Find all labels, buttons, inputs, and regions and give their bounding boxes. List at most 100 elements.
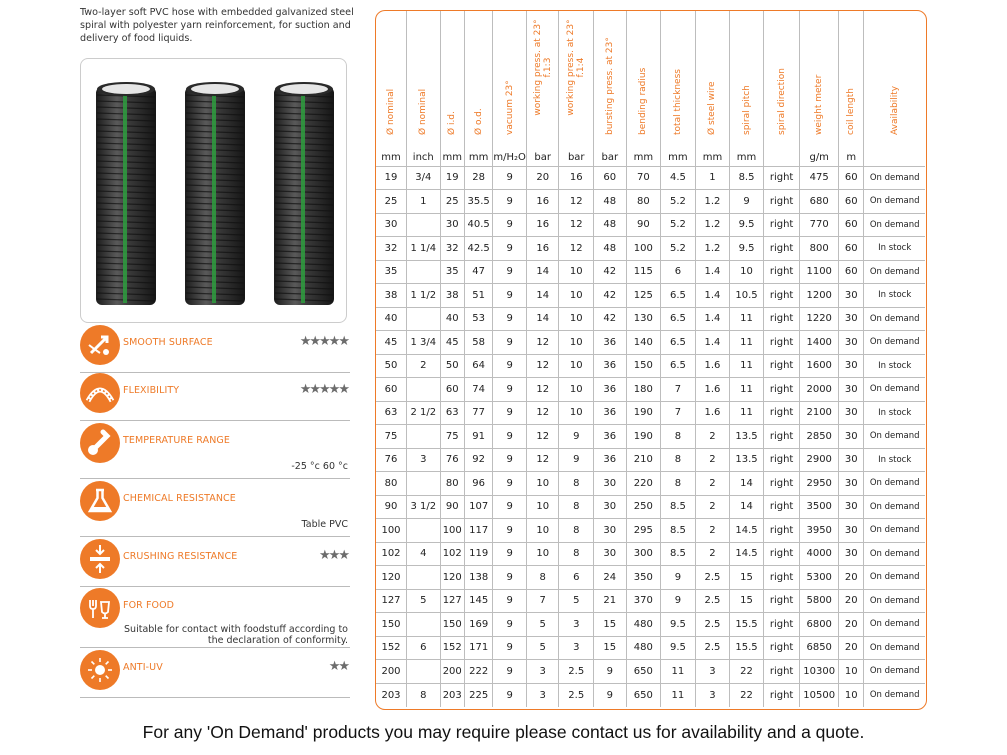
table-cell: 15 [729, 588, 764, 613]
table-cell: 9 [660, 565, 696, 590]
table-cell: right [762, 612, 801, 637]
table-cell: 1200 [799, 283, 840, 308]
table-cell: right [762, 471, 801, 496]
table-cell: 30 [838, 447, 865, 472]
table-cell: 14 [525, 306, 560, 331]
table-cell: On demand [863, 494, 925, 519]
table-cell: 11 [660, 682, 696, 707]
table-cell: right [762, 236, 801, 261]
table-cell: 770 [799, 212, 840, 237]
table-cell: 36 [593, 353, 627, 378]
table-cell: 10 [525, 471, 560, 496]
table-row: 30 30 40.5 9 16 12 48 90 5.2 1.2 9.5 right 770 60 On d… [376, 212, 925, 237]
table-cell: 1.6 [694, 377, 731, 402]
table-cell: 16 [525, 212, 560, 237]
unit-header: mm [694, 149, 731, 167]
feature-smooth-surface: SMOOTH SURFACE ★★★★★ [80, 323, 350, 373]
table-cell: 36 [593, 424, 627, 449]
table-cell: 9 [492, 659, 527, 684]
table-cell: 9.5 [660, 612, 696, 637]
table-cell [406, 565, 441, 590]
column-header-label: vacuum 23° [504, 80, 515, 135]
star-rating: ★★★ [319, 548, 350, 563]
table-cell: 30 [838, 424, 865, 449]
table-row: 32 1 1/4 32 42.5 9 16 12 48 100 5.2 1.2 9.5 right 800… [376, 236, 925, 261]
table-cell: 9.5 [660, 635, 696, 660]
unit-header: mm [439, 149, 465, 167]
table-cell: 3 [694, 659, 731, 684]
table-cell: 90 [439, 494, 465, 519]
table-cell: 6800 [799, 612, 840, 637]
table-cell: 10 [558, 377, 595, 402]
table-cell: 2.5 [558, 682, 595, 707]
table-cell: 1 1/4 [406, 236, 441, 261]
table-cell: 150 [439, 612, 465, 637]
table-cell: 7 [660, 400, 696, 425]
table-cell: 203 [439, 682, 465, 707]
table-cell: 5 [558, 588, 595, 613]
table-cell: 14 [525, 259, 560, 284]
column-header-label: working press. at 23° f.1:4 [566, 19, 587, 116]
table-row: 19 3/4 19 28 9 20 16 60 70 4.5 1 8.5 right 475 60 On de… [376, 165, 925, 190]
column-header: bending radius [625, 11, 662, 149]
unit-header: bar [558, 149, 595, 167]
table-cell: 480 [625, 612, 662, 637]
table-cell: 7 [525, 588, 560, 613]
table-cell: 76 [439, 447, 465, 472]
column-header: Ø steel wire [694, 11, 731, 149]
column-header-label: Ø nominal [386, 88, 396, 135]
table-cell: 6.5 [660, 330, 696, 355]
hose-image [274, 81, 334, 309]
table-cell: 60 [838, 189, 865, 214]
column-header: working press. at 23° f.1:4 [558, 11, 595, 149]
table-cell: 9 [492, 259, 527, 284]
table-cell: 8 [525, 565, 560, 590]
table-cell: 6.5 [660, 306, 696, 331]
table-cell: 115 [625, 259, 662, 284]
table-cell: 38 [439, 283, 465, 308]
table-cell: 9 [492, 306, 527, 331]
table-cell: 10500 [799, 682, 840, 707]
table-row: 75 75 91 9 12 9 36 190 8 2 13.5 right 2850 30 On deman… [376, 424, 925, 449]
table-cell: 138 [463, 565, 494, 590]
feature-anti-uv: ANTI-UV ★★ [80, 648, 350, 698]
table-cell: 9 [492, 283, 527, 308]
table-cell: 12 [525, 424, 560, 449]
table-cell: 40 [439, 306, 465, 331]
table-cell: 8.5 [660, 518, 696, 543]
table-cell: 130 [625, 306, 662, 331]
column-header-label: spiral pitch [741, 85, 752, 135]
table-cell: 8 [660, 471, 696, 496]
table-cell: 2 [694, 471, 731, 496]
chemical-note: Table PVC [301, 519, 348, 530]
table-cell: 12 [525, 353, 560, 378]
table-cell: 150 [376, 612, 407, 637]
specifications-table-frame: Ø nominal Ø nominal Ø i.d. Ø o.d. vacuum 23°… [375, 10, 927, 710]
table-cell: 2.5 [558, 659, 595, 684]
unit-header: m/H₂O [492, 149, 527, 167]
table-cell: 13.5 [729, 424, 764, 449]
feature-temperature-range: TEMPERATURE RANGE -25 °c 60 °c [80, 421, 350, 479]
table-cell: 38 [376, 283, 407, 308]
table-cell: 5.2 [660, 212, 696, 237]
table-cell: On demand [863, 330, 925, 355]
table-cell: 2.5 [694, 635, 731, 660]
table-cell: 12 [525, 330, 560, 355]
table-cell: 475 [799, 165, 840, 190]
table-row: 80 80 96 9 10 8 30 220 8 2 14 right 2950 30 On demand [376, 471, 925, 496]
table-cell: 11 [729, 400, 764, 425]
table-cell: 250 [625, 494, 662, 519]
availability-footer-note: For any 'On Demand' products you may req… [142, 722, 865, 742]
table-cell: 30 [838, 377, 865, 402]
table-cell: 9 [492, 353, 527, 378]
table-cell: 53 [463, 306, 494, 331]
column-header-label: Ø o.d. [473, 108, 484, 135]
table-cell: 25 [376, 189, 407, 214]
table-cell: 2000 [799, 377, 840, 402]
feature-chemical-resistance: CHEMICAL RESISTANCE Table PVC [80, 479, 350, 537]
table-cell: In stock [863, 236, 925, 261]
unit-header: bar [525, 149, 560, 167]
table-cell: 8 [660, 424, 696, 449]
table-cell: 171 [463, 635, 494, 660]
table-cell: 9 [492, 165, 527, 190]
